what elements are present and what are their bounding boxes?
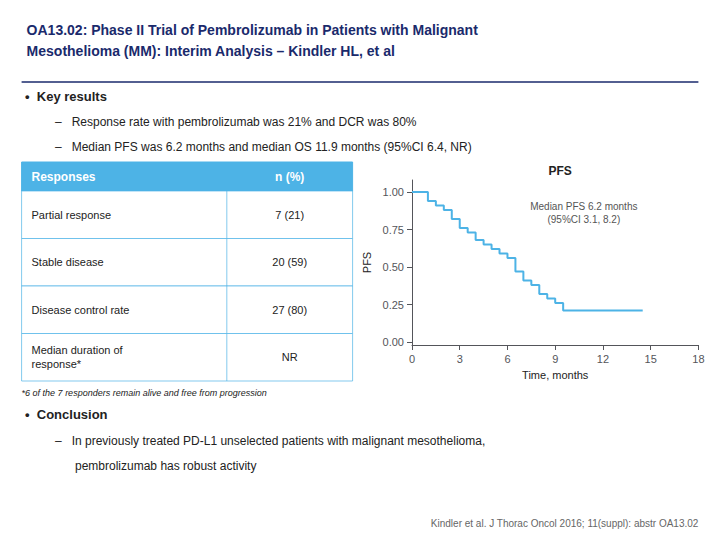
svg-text:PFS: PFS — [361, 252, 373, 273]
svg-text:20 (59): 20 (59) — [272, 256, 307, 268]
svg-text:6: 6 — [504, 353, 510, 365]
svg-text:– Response rate with pembrol: – Response rate with pembrolizumab was 2… — [55, 115, 417, 129]
svg-text:0.00: 0.00 — [383, 336, 404, 348]
svg-text:3: 3 — [457, 353, 463, 365]
svg-text:15: 15 — [645, 353, 657, 365]
svg-text:Median duration of: Median duration of — [32, 344, 124, 356]
svg-text:– In previously treated PD-L: – In previously treated PD-L1 unselected… — [55, 434, 485, 448]
svg-text:18: 18 — [692, 353, 704, 365]
svg-text:n (%): n (%) — [275, 170, 304, 184]
svg-text:response*: response* — [32, 358, 82, 370]
svg-text:Mesothelioma (MM): Interim Ana: Mesothelioma (MM): Interim Analysis – Ki… — [27, 43, 395, 59]
svg-text:0: 0 — [409, 353, 415, 365]
svg-text:Responses: Responses — [32, 170, 96, 184]
svg-text:(95%CI 3.1, 8.2): (95%CI 3.1, 8.2) — [547, 214, 620, 225]
svg-text:Stable disease: Stable disease — [32, 256, 104, 268]
svg-text:1.00: 1.00 — [383, 186, 404, 198]
svg-text:Time, months: Time, months — [522, 369, 589, 381]
svg-text:Kindler et al. J Thorac Oncol: Kindler et al. J Thorac Oncol 2016; 11(s… — [431, 518, 699, 529]
svg-text:0.75: 0.75 — [383, 224, 404, 236]
svg-text:• Conclusion: • Conclusion — [25, 407, 108, 422]
svg-text:27 (80): 27 (80) — [272, 304, 307, 316]
svg-text:pembrolizumab has robust activ: pembrolizumab has robust activity — [55, 459, 256, 473]
svg-text:OA13.02: Phase II Trial of Pem: OA13.02: Phase II Trial of Pembrolizumab… — [27, 22, 479, 38]
svg-text:• Key results: • Key results — [25, 89, 107, 104]
svg-text:7 (21): 7 (21) — [275, 209, 304, 221]
svg-text:Partial response: Partial response — [32, 209, 112, 221]
svg-text:0.25: 0.25 — [383, 299, 404, 311]
svg-text:*6 of the 7 responders remain: *6 of the 7 responders remain alive and … — [22, 388, 267, 398]
svg-text:0.50: 0.50 — [383, 261, 404, 273]
svg-text:PFS: PFS — [549, 164, 572, 178]
svg-text:NR: NR — [282, 351, 298, 363]
svg-text:Median PFS 6.2 months: Median PFS 6.2 months — [530, 201, 637, 212]
svg-text:– Median PFS was 6.2 months: – Median PFS was 6.2 months and median O… — [55, 140, 472, 154]
svg-text:9: 9 — [552, 353, 558, 365]
svg-text:Disease control rate: Disease control rate — [32, 304, 130, 316]
svg-text:12: 12 — [597, 353, 609, 365]
